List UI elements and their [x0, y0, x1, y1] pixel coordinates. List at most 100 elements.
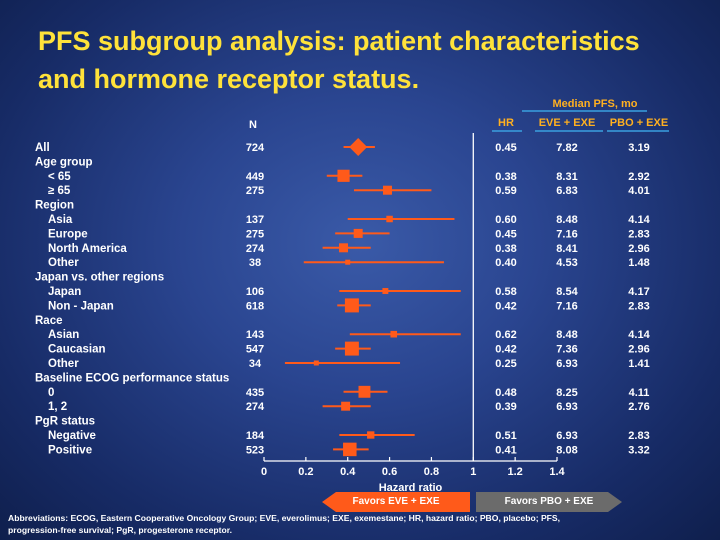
row-n: 435 — [246, 387, 264, 399]
abbreviations-footnote: Abbreviations: ECOG, Eastern Cooperative… — [8, 512, 608, 536]
subgroup-heading: PgR status — [35, 416, 95, 428]
x-axis-label: Hazard ratio — [379, 482, 443, 494]
col-header-median-pfs: Median PFS, mo — [553, 98, 638, 110]
col-header-eve: EVE + EXE — [539, 117, 596, 129]
point-estimate-square — [341, 401, 351, 411]
slide-title-line1: PFS subgroup analysis: patient character… — [38, 26, 640, 56]
subgroup-heading: Baseline ECOG performance status — [35, 372, 229, 384]
point-estimate-square — [313, 360, 319, 366]
row-pbo-median: 4.17 — [628, 286, 649, 298]
row-eve-median: 6.83 — [556, 185, 577, 197]
slide-title-line2: and hormone receptor status. — [38, 64, 420, 94]
left-arrow-shape — [322, 492, 470, 512]
row-pbo-median: 3.32 — [628, 444, 649, 456]
row-eve-median: 8.08 — [556, 444, 577, 456]
col-header-hr: HR — [498, 117, 514, 129]
point-estimate-square — [390, 330, 398, 338]
row-label: 1, 2 — [48, 401, 67, 413]
row-pbo-median: 2.96 — [628, 243, 649, 255]
abbreviations-line2: progression-free survival; PgR, progeste… — [8, 525, 232, 535]
slide-title: PFS subgroup analysis: patient character… — [38, 22, 698, 98]
x-tick-label: 0.8 — [424, 466, 439, 478]
point-estimate-square — [382, 185, 392, 195]
favors-pbo-label: Favors PBO + EXE — [504, 496, 594, 507]
x-tick-label: 0.6 — [382, 466, 397, 478]
row-n: 274 — [246, 243, 265, 255]
row-hr: 0.40 — [495, 257, 516, 269]
subgroup-heading: Japan vs. other regions — [35, 272, 164, 284]
row-eve-median: 7.16 — [556, 228, 577, 240]
row-pbo-median: 4.01 — [628, 185, 649, 197]
row-label: Asia — [48, 214, 73, 226]
row-pbo-median: 4.11 — [629, 387, 650, 399]
point-estimate-square — [344, 298, 359, 313]
row-label: Japan — [48, 286, 81, 298]
row-hr: 0.41 — [495, 444, 516, 456]
x-tick-label: 1.2 — [507, 466, 522, 478]
point-estimate-square — [367, 431, 375, 439]
favors-pbo-arrow: Favors PBO + EXE — [476, 492, 622, 512]
point-estimate-square — [386, 215, 393, 223]
row-eve-median: 6.93 — [556, 430, 577, 442]
row-eve-median: 8.41 — [556, 243, 577, 255]
point-estimate-square — [345, 259, 351, 265]
row-hr: 0.38 — [495, 171, 516, 183]
row-label: Asian — [48, 329, 79, 341]
row-label: Other — [48, 358, 79, 370]
row-eve-median: 8.25 — [556, 387, 577, 399]
row-n: 137 — [246, 214, 264, 226]
row-n: 449 — [246, 171, 264, 183]
row-hr: 0.59 — [495, 185, 516, 197]
row-n: 275 — [246, 228, 264, 240]
subgroup-heading: Race — [35, 315, 63, 327]
x-tick-label: 1 — [470, 466, 476, 478]
col-header-n: N — [249, 119, 257, 131]
row-hr: 0.62 — [495, 329, 516, 341]
col-header-pbo: PBO + EXE — [610, 117, 668, 129]
row-label: All — [35, 142, 50, 154]
x-tick-label: 0.4 — [340, 466, 356, 478]
row-eve-median: 8.31 — [556, 171, 577, 183]
row-hr: 0.48 — [495, 387, 516, 399]
row-eve-median: 7.82 — [556, 142, 577, 154]
row-eve-median: 7.36 — [556, 344, 577, 356]
abbreviations-line1: Abbreviations: ECOG, Eastern Cooperative… — [8, 513, 561, 523]
point-estimate-square — [343, 442, 357, 457]
row-label: North America — [48, 243, 127, 255]
row-eve-median: 7.16 — [556, 300, 577, 312]
row-hr: 0.45 — [495, 228, 516, 240]
row-n: 143 — [246, 329, 264, 341]
row-n: 184 — [246, 430, 265, 442]
row-hr: 0.51 — [495, 430, 516, 442]
row-n: 34 — [249, 358, 262, 370]
x-tick-label: 0 — [261, 466, 267, 478]
row-n: 275 — [246, 185, 264, 197]
row-pbo-median: 4.14 — [628, 329, 650, 341]
row-hr: 0.45 — [495, 142, 516, 154]
row-pbo-median: 2.83 — [628, 430, 649, 442]
x-tick-label: 0.2 — [298, 466, 313, 478]
point-estimate-diamond — [349, 138, 368, 156]
row-pbo-median: 2.96 — [628, 344, 649, 356]
point-estimate-square — [358, 385, 371, 398]
row-pbo-median: 2.83 — [628, 228, 649, 240]
row-hr: 0.39 — [495, 401, 516, 413]
favors-eve-arrow: Favors EVE + EXE — [322, 492, 470, 512]
row-label: Caucasian — [48, 344, 106, 356]
row-label: Negative — [48, 430, 96, 442]
row-hr: 0.60 — [495, 214, 516, 226]
row-hr: 0.42 — [495, 300, 516, 312]
row-pbo-median: 1.48 — [628, 257, 649, 269]
point-estimate-square — [344, 341, 359, 356]
row-pbo-median: 4.14 — [628, 214, 650, 226]
row-label: Non - Japan — [48, 300, 114, 312]
row-pbo-median: 2.92 — [628, 171, 649, 183]
row-pbo-median: 2.76 — [628, 401, 649, 413]
right-arrow-shape — [476, 492, 622, 512]
row-label: 0 — [48, 387, 54, 399]
row-pbo-median: 3.19 — [628, 142, 649, 154]
row-n: 274 — [246, 401, 265, 413]
row-pbo-median: 1.41 — [628, 358, 649, 370]
row-hr: 0.38 — [495, 243, 516, 255]
row-hr: 0.42 — [495, 344, 516, 356]
